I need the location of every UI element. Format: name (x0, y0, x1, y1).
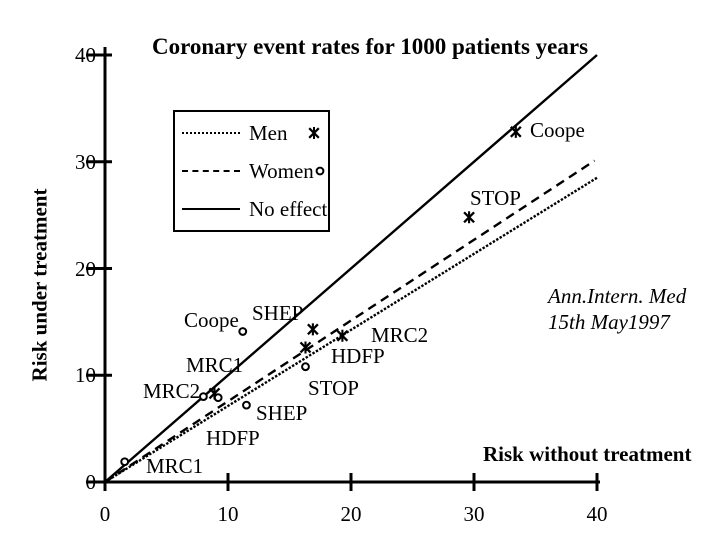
legend-row-no-effect: No effect (175, 191, 328, 227)
y-tick-label-10: 10 (75, 363, 96, 388)
legend-row-men: Men (175, 115, 328, 151)
women-marker-coope (238, 327, 248, 336)
point-label-women-mrc2: MRC2 (143, 379, 201, 403)
citation-line2: 15th May1997 (548, 310, 670, 334)
y-tick-label-0: 0 (85, 470, 97, 494)
citation-annotation: Ann.Intern. Med 15th May1997 (548, 283, 686, 335)
point-label-women-shep: SHEP (256, 401, 308, 425)
fit-line-women (104, 159, 596, 484)
point-label-men-mrc1: MRC1 (186, 353, 244, 377)
x-tick-label-0: 0 (99, 502, 111, 526)
y-tick-label-40: 40 (75, 43, 96, 67)
legend-label-no-effect: No effect (249, 196, 328, 221)
point-label-women-mrc1: MRC1 (146, 454, 204, 478)
chart-title: Coronary event rates for 1000 patients y… (151, 34, 589, 59)
men-x-marker-icon (307, 126, 321, 140)
legend-row-women: Women (175, 153, 328, 189)
women-marker-mrc2 (199, 392, 208, 402)
point-label-men-mrc2: MRC2 (371, 323, 429, 347)
point-label-men-shep: SHEP (252, 301, 304, 325)
x-axis-title: Risk without treatment (483, 442, 692, 466)
women-line-sample (182, 170, 240, 172)
point-label-men-stop: STOP (470, 186, 521, 210)
women-marker-mrc1 (120, 457, 130, 467)
women-marker-stop (301, 362, 310, 372)
point-label-men-hdfp: HDFP (331, 344, 385, 368)
point-label-women-hdfp: HDFP (206, 426, 260, 450)
y-axis-title: Risk under treatment (27, 188, 52, 382)
point-label-women-stop: STOP (308, 376, 359, 400)
citation-line1: Ann.Intern. Med (548, 284, 687, 308)
women-circle-marker-icon (314, 165, 326, 177)
x-tick-label-20: 20 (340, 502, 362, 526)
x-tick-label-10: 10 (217, 502, 239, 526)
point-label-women-coope: Coope (184, 308, 239, 332)
y-tick-label-30: 30 (75, 149, 96, 174)
legend-box: Men Women No effect (173, 110, 330, 232)
legend-label-women: Women (249, 158, 314, 183)
y-tick-label-20: 20 (75, 256, 96, 281)
fit-line-men (104, 176, 598, 484)
x-tick-label-30: 30 (463, 502, 485, 526)
point-label-men-coope: Coope (530, 118, 585, 142)
men-line-sample (182, 132, 240, 134)
x-tick-label-40: 40 (586, 502, 608, 526)
no-effect-line-sample (182, 208, 240, 210)
legend-label-men: Men (249, 120, 288, 145)
women-marker-shep (242, 400, 251, 410)
women-marker-hdfp (213, 393, 223, 403)
